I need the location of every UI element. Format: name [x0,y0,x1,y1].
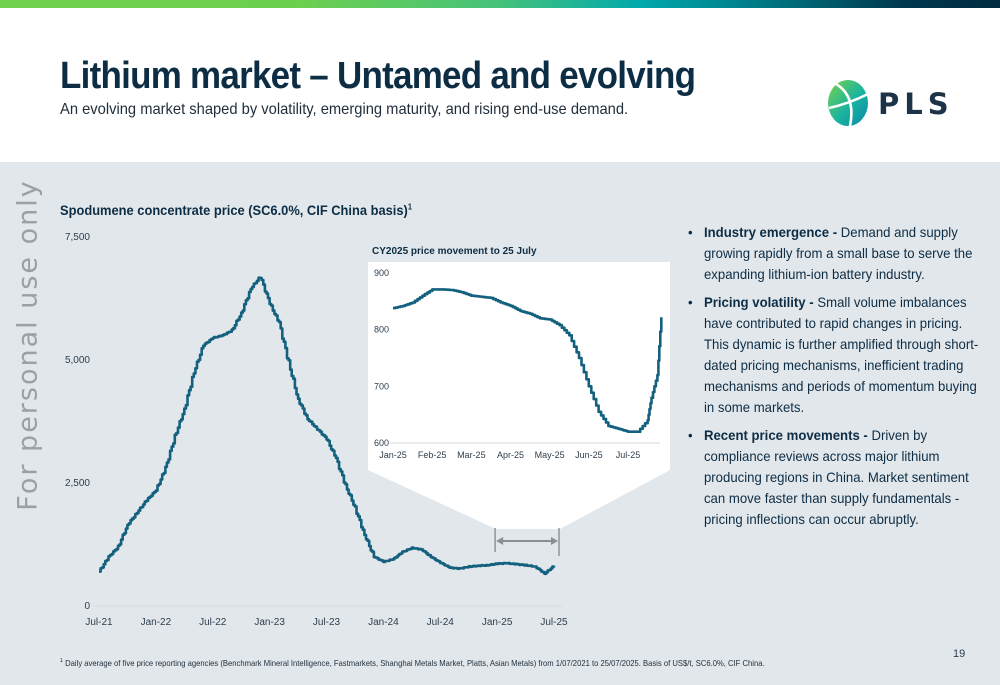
bullet-glyph: • [688,294,693,310]
bullet-pricing-volatility: • Pricing volatility - Small volume imbal… [688,292,979,418]
inset-y-tick-label: 900 [374,268,389,278]
main-x-tick-label: Jan-24 [368,617,399,628]
inset-y-tick-label: 700 [374,381,389,391]
inset-price-line [393,288,663,433]
main-chart-title: Spodumene concentrate price (SC6.0%, CIF… [60,202,412,218]
main-chart-title-text: Spodumene concentrate price (SC6.0%, CIF… [60,202,408,218]
bullet-glyph: • [688,224,693,240]
footnote-marker: 1 [60,658,64,665]
main-x-tick-label: Jul-21 [85,617,113,628]
bracket-right-arrow [551,537,558,545]
inset-x-tick-label: Jul-25 [616,450,641,460]
page-subtitle: An evolving market shaped by volatility,… [60,101,629,118]
bullet-heading: Pricing volatility - [703,294,818,310]
bullet-glyph: • [688,427,693,443]
inset-chart-title: CY2025 price movement to 25 July [372,246,537,257]
inset-x-tick-label: Jun-25 [575,450,603,460]
main-y-tick-label: 0 [84,601,90,612]
pls-logo: PLS [828,80,954,127]
main-x-tick-label: Jul-22 [199,617,227,628]
main-price-line [99,276,556,576]
main-x-tick-label: Jan-25 [482,617,513,628]
main-x-tick-label: Jul-23 [313,617,341,628]
bullet-industry-emergence: • Industry emergence - Demand and supply … [688,222,979,285]
main-x-tick-label: Jan-23 [254,617,285,628]
bullet-heading: Recent price movements - [703,427,872,443]
bullet-text: Demand and supply growing rapidly from a… [703,224,973,282]
main-y-tick-label: 5,000 [65,355,90,366]
globe-icon [828,80,869,127]
main-x-tick-label: Jul-24 [427,617,455,628]
inset-y-tick-label: 600 [374,438,389,448]
page-number: 19 [953,648,966,660]
inset-callout-shape [368,262,670,529]
bullet-text: Driven by compliance reviews across majo… [703,427,969,527]
bullet-text: Small volume imbalances have contributed… [703,294,979,415]
inset-x-tick-label: Apr-25 [497,450,524,460]
inset-x-tick-label: Jan-25 [379,450,407,460]
inset-chart: CY2025 price movement to 25 July 600 700 80… [372,246,663,460]
inset-x-tick-label: Mar-25 [457,450,486,460]
inset-x-tick-label: May-25 [535,450,565,460]
footnote-text: Daily average of five price reporting ag… [63,658,765,668]
footnote-marker: 1 [407,202,412,212]
main-chart-axes: 0 2,500 5,000 7,500 Jul-21 Jan-22 Jul-22 Jan-23… [65,232,568,628]
inset-y-tick-label: 800 [374,325,389,335]
bracket-left-arrow [496,537,504,545]
main-y-tick-label: 2,500 [65,478,90,489]
main-x-tick-label: Jul-25 [540,617,568,628]
main-y-tick-label: 7,500 [65,232,90,243]
inset-x-tick-label: Feb-25 [418,450,447,460]
zoom-bracket [494,528,560,556]
logo-wordmark: PLS [878,87,954,121]
bullet-heading: Industry emergence - [703,224,841,240]
footnote: 1 Daily average of five price reporting … [60,658,765,668]
page-title: Lithium market – Untamed and evolving [60,55,696,97]
bullet-recent-price-movements: • Recent price movements - Driven by comp… [688,425,979,530]
commentary-bullets: • Industry emergence - Demand and supply … [688,222,978,537]
main-x-tick-label: Jan-22 [141,617,172,628]
brand-gradient-bar [0,0,1000,8]
main-chart-series [98,276,556,576]
